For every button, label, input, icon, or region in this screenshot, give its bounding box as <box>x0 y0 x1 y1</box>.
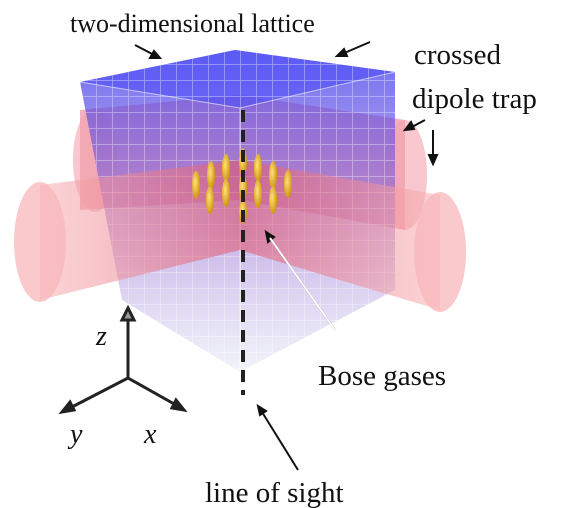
axis-label: z <box>95 321 107 352</box>
gases-label: Bose gases <box>318 360 446 392</box>
axis-label: y <box>67 419 83 450</box>
sight-label: line of sight <box>205 477 344 508</box>
diagram: two-dimensional lattice crossed dipole t… <box>0 0 581 508</box>
trap-label: crossed <box>414 39 501 71</box>
lattice-label: two-dimensional lattice <box>70 9 315 38</box>
axis-label: x <box>143 419 157 450</box>
trap-label: dipole trap <box>412 83 537 115</box>
